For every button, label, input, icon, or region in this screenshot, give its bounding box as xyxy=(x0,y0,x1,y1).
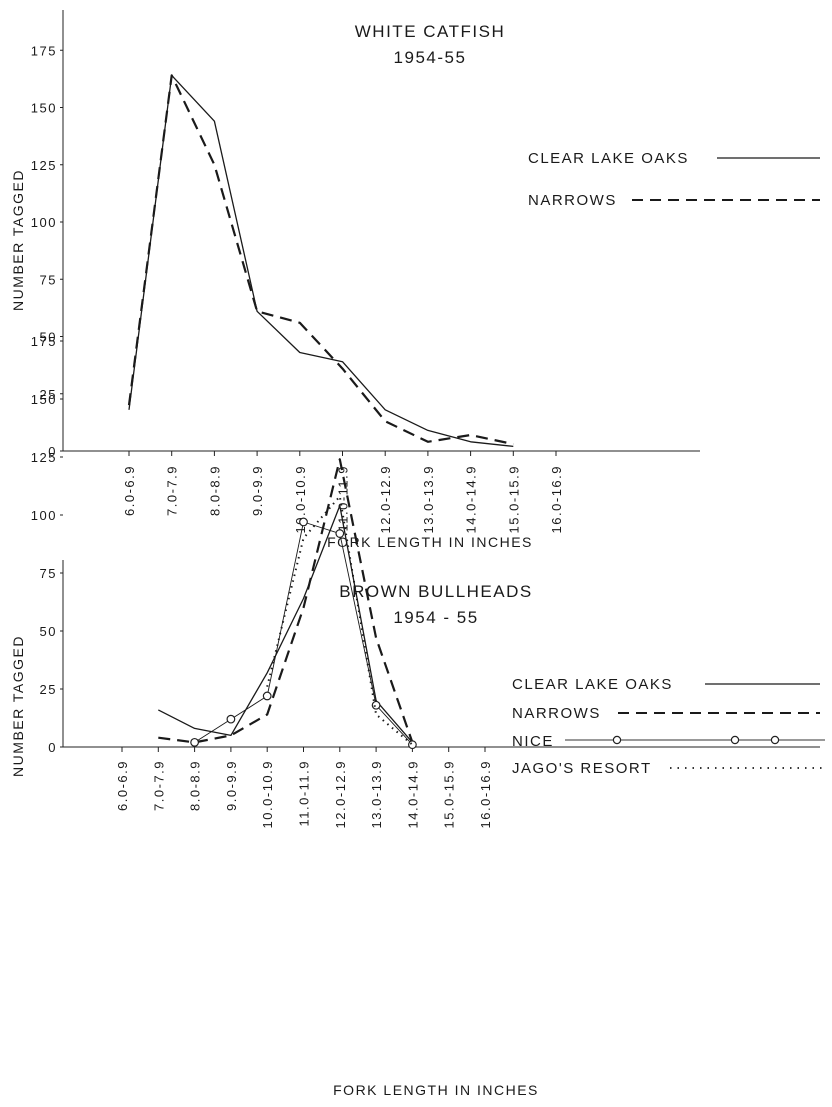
x-tick-label: 11.0-11.9 xyxy=(336,465,351,532)
x-tick-label: 11.0-11.9 xyxy=(297,760,312,827)
data-point-nice xyxy=(408,740,417,750)
y-tick-label: 25 xyxy=(40,387,57,402)
y-tick-label: 75 xyxy=(40,272,57,287)
x-tick-label: 10.0-10.9 xyxy=(260,760,275,828)
x-tick-label: 9.0-9.9 xyxy=(250,465,265,516)
chart-white-catfish: WHITE CATFISH 1954-55 NUMBER TAGGED FORK… xyxy=(10,10,820,550)
x-axis-label: FORK LENGTH IN INCHES xyxy=(333,1082,539,1098)
x-tick-label: 14.0-14.9 xyxy=(464,465,479,533)
axis-ticks: 0 25 50 75 100 125 150 175 6.0-6.9 7.0-7.9 8.0-8.9… xyxy=(31,334,493,828)
y-axis-label: NUMBER TAGGED xyxy=(10,169,26,311)
legend-item-clear-lake-oaks: CLEAR LAKE OAKS xyxy=(528,150,820,167)
chart-subtitle: 1954 - 55 xyxy=(393,608,478,627)
x-tick-label: 13.0-13.9 xyxy=(369,760,384,828)
y-tick-label: 150 xyxy=(31,101,57,116)
x-tick-label: 6.0-6.9 xyxy=(122,465,137,516)
legend-item-narrows: NARROWS xyxy=(528,192,820,209)
y-tick-label: 0 xyxy=(48,444,57,459)
y-tick-label: 100 xyxy=(31,215,57,230)
x-tick-label: 12.0-12.9 xyxy=(333,760,348,828)
x-axis-label: FORK LENGTH IN INCHES xyxy=(327,534,533,550)
data-point-nice xyxy=(190,737,200,747)
y-tick-label: 50 xyxy=(40,624,57,639)
legend-marker-circle xyxy=(612,735,622,745)
data-point-nice xyxy=(262,691,272,701)
x-tick-label: 6.0-6.9 xyxy=(115,760,130,811)
legend-item-narrows: NARROWS xyxy=(512,705,820,722)
x-tick-label: 9.0-9.9 xyxy=(224,760,239,811)
y-axis-label: NUMBER TAGGED xyxy=(10,635,26,777)
legend-label: CLEAR LAKE OAKS xyxy=(528,150,689,167)
data-point-nice xyxy=(335,529,345,538)
y-tick-label: 75 xyxy=(40,566,57,581)
x-tick-label: 14.0-14.9 xyxy=(405,760,420,828)
series-line-clear-lake-oaks xyxy=(128,74,514,448)
y-tick-label: 50 xyxy=(40,330,57,345)
legend-label: NICE xyxy=(512,733,554,750)
axis-ticks: 0 25 50 75 100 125 150 175 6.0-6.9 7.0-7.9 8.0-8.9… xyxy=(31,43,564,533)
x-tick-label: 12.0-12.9 xyxy=(378,465,393,533)
series-line-nice xyxy=(194,521,413,746)
x-tick-label: 7.0-7.9 xyxy=(165,465,180,516)
y-tick-label: 0 xyxy=(48,740,57,755)
x-tick-label: 8.0-8.9 xyxy=(207,465,222,516)
series-line-narrows xyxy=(158,458,414,744)
legend-item-nice: NICE xyxy=(512,733,825,750)
y-tick-label: 175 xyxy=(31,334,57,349)
x-tick-label: 15.0-15.9 xyxy=(506,465,521,533)
x-tick-label: 8.0-8.9 xyxy=(188,760,203,811)
x-tick-label: 15.0-15.9 xyxy=(442,760,457,828)
legend-marker-circle xyxy=(730,735,740,745)
x-tick-label: 13.0-13.9 xyxy=(421,465,436,533)
chart-brown-bullheads: BROWN BULLHEADS 1954 - 55 NUMBER TAGGED … xyxy=(10,334,825,1098)
x-tick-label: 7.0-7.9 xyxy=(151,760,166,811)
data-point-nice xyxy=(226,714,236,724)
legend-marker-circle xyxy=(770,735,780,745)
y-tick-label: 25 xyxy=(40,682,57,697)
series-line-narrows xyxy=(127,74,514,446)
series-line-clear-lake-oaks xyxy=(158,505,413,743)
y-tick-label: 125 xyxy=(31,158,57,173)
chart-title: WHITE CATFISH xyxy=(355,22,505,41)
data-point-nice xyxy=(371,700,381,710)
x-tick-label: 10.0-10.9 xyxy=(293,465,308,533)
x-tick-label: 16.0-16.9 xyxy=(549,465,564,533)
y-tick-label: 125 xyxy=(31,450,57,465)
chart-title: BROWN BULLHEADS xyxy=(339,582,532,601)
legend-item-jagos-resort: JAGO'S RESORT xyxy=(512,760,822,777)
legend: CLEAR LAKE OAKS NARROWS xyxy=(528,150,820,209)
legend: CLEAR LAKE OAKS NARROWS NICE JAGO'S RESO… xyxy=(512,676,825,777)
series-lines xyxy=(158,458,417,750)
y-tick-label: 175 xyxy=(31,43,57,58)
y-tick-label: 100 xyxy=(31,508,57,523)
legend-item-clear-lake-oaks: CLEAR LAKE OAKS xyxy=(512,676,820,693)
legend-label: CLEAR LAKE OAKS xyxy=(512,676,673,693)
legend-label: NARROWS xyxy=(528,192,617,209)
chart-subtitle: 1954-55 xyxy=(394,48,467,67)
legend-label: JAGO'S RESORT xyxy=(512,760,652,777)
legend-label: NARROWS xyxy=(512,705,601,722)
y-tick-label: 150 xyxy=(31,392,57,407)
x-tick-label: 16.0-16.9 xyxy=(478,760,493,828)
series-line-jago-s-resort xyxy=(266,495,414,746)
data-point-nice xyxy=(299,517,308,527)
series-lines xyxy=(127,74,514,448)
